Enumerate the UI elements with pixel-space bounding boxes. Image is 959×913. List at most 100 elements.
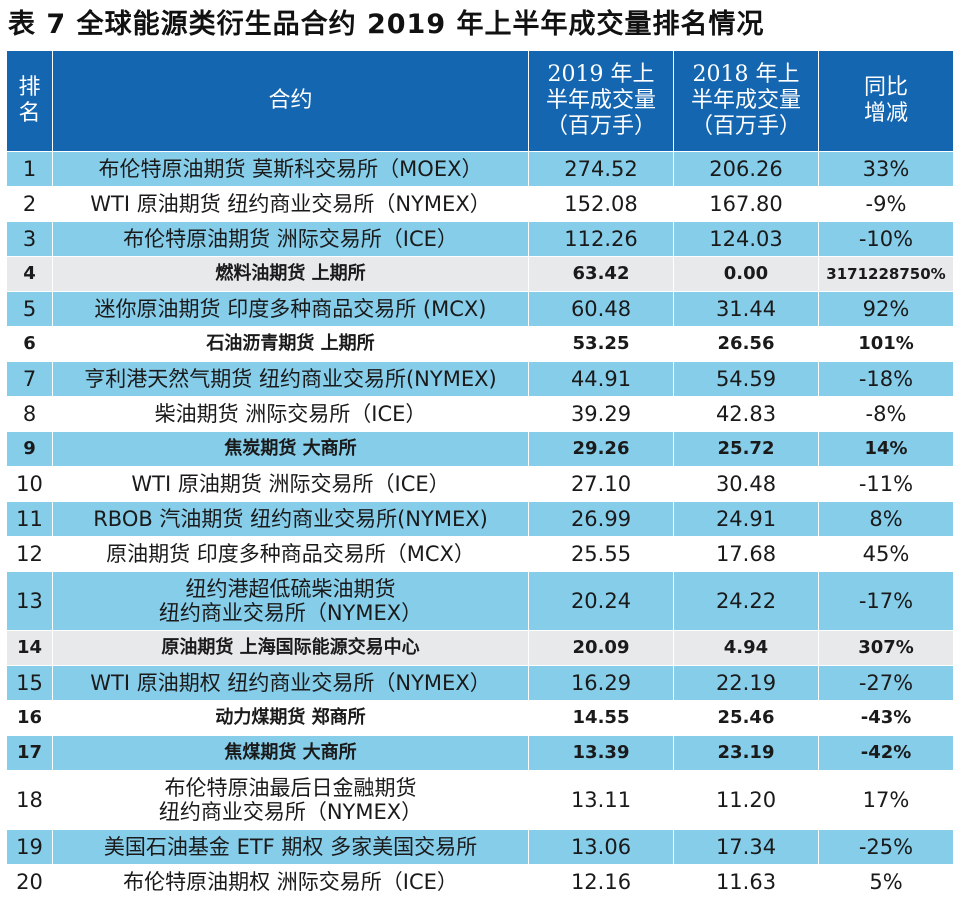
contract-name-line: 动力煤期货 郑商所: [215, 707, 366, 728]
change-cell: 17%: [818, 770, 954, 830]
contract-cell: 亨利港天然气期货 纽约商业交易所(NYMEX): [52, 361, 529, 397]
change-cell: 307%: [818, 630, 954, 666]
volume-2018-cell: 206.26: [673, 151, 819, 187]
rank-cell: 2: [6, 186, 53, 222]
table-row: 17 焦煤期货 大商所 13.39 23.19 -42%: [6, 735, 954, 771]
volume-2019-cell: 152.08: [528, 186, 674, 222]
contract-cell: RBOB 汽油期货 纽约商业交易所(NYMEX): [52, 501, 529, 537]
volume-2018-cell: 24.22: [673, 571, 819, 631]
rank-cell: 19: [6, 829, 53, 865]
header-vol-2018: 2018 年上 半年成交量 （百万手）: [673, 50, 819, 152]
contract-name-line: 布伦特原油期权 洲际交易所（ICE）: [123, 870, 458, 894]
change-cell: -8%: [818, 396, 954, 432]
contract-name-line: 纽约港超低硫柴油期货: [185, 577, 396, 601]
rank-cell: 9: [6, 431, 53, 467]
contract-name-line: 燃料油期货 上期所: [215, 263, 366, 284]
volume-2018-cell: 17.34: [673, 829, 819, 865]
contract-name-line: 布伦特原油期货 洲际交易所（ICE）: [123, 227, 458, 251]
contract-name-line: 美国石油基金 ETF 期权 多家美国交易所: [103, 835, 478, 859]
volume-2018-cell: 23.19: [673, 735, 819, 771]
rank-cell: 17: [6, 735, 53, 771]
header-vol-2019: 2019 年上 半年成交量 （百万手）: [528, 50, 674, 152]
change-cell: 45%: [818, 536, 954, 572]
contract-name-line: 迷你原油期货 印度多种商品交易所 (MCX): [94, 297, 487, 321]
contract-cell: WTI 原油期权 纽约商业交易所（NYMEX）: [52, 665, 529, 701]
table-row: 18 布伦特原油最后日金融期货 纽约商业交易所（NYMEX） 13.11 11.20 17…: [6, 770, 954, 830]
change-cell: 92%: [818, 291, 954, 327]
volume-2018-cell: 54.59: [673, 361, 819, 397]
change-cell: -27%: [818, 665, 954, 701]
contract-name-line: WTI 原油期货 纽约商业交易所（NYMEX）: [90, 192, 491, 216]
volume-2018-cell: 17.68: [673, 536, 819, 572]
rank-cell: 5: [6, 291, 53, 327]
volume-2019-cell: 27.10: [528, 466, 674, 502]
contract-name-line: 原油期货 印度多种商品交易所（MCX）: [106, 542, 475, 566]
table-row: 19 美国石油基金 ETF 期权 多家美国交易所 13.06 17.34 -25%: [6, 829, 954, 865]
contract-name-line: 布伦特原油最后日金融期货: [164, 776, 417, 800]
volume-2018-cell: 124.03: [673, 221, 819, 257]
contract-cell: 布伦特原油最后日金融期货 纽约商业交易所（NYMEX）: [52, 770, 529, 830]
volume-2019-cell: 14.55: [528, 700, 674, 736]
rank-cell: 6: [6, 326, 53, 362]
volume-2019-cell: 20.24: [528, 571, 674, 631]
volume-2019-cell: 13.11: [528, 770, 674, 830]
volume-2019-cell: 39.29: [528, 396, 674, 432]
table-row: 10 WTI 原油期货 洲际交易所（ICE） 27.10 30.48 -11%: [6, 466, 954, 502]
table-row: 16 动力煤期货 郑商所 14.55 25.46 -43%: [6, 700, 954, 736]
contract-cell: 美国石油基金 ETF 期权 多家美国交易所: [52, 829, 529, 865]
change-cell: 101%: [818, 326, 954, 362]
volume-2018-cell: 42.83: [673, 396, 819, 432]
rank-cell: 13: [6, 571, 53, 631]
volume-2018-cell: 22.19: [673, 665, 819, 701]
table-row: 15 WTI 原油期权 纽约商业交易所（NYMEX） 16.29 22.19 -27%: [6, 665, 954, 701]
contract-name-line: 原油期货 上海国际能源交易中心: [161, 637, 420, 658]
change-cell: -9%: [818, 186, 954, 222]
volume-2019-cell: 60.48: [528, 291, 674, 327]
volume-2018-cell: 11.63: [673, 864, 819, 900]
header-change: 同比 增减: [818, 50, 954, 152]
table-row: 13 纽约港超低硫柴油期货 纽约商业交易所（NYMEX） 20.24 24.22 -17%: [6, 571, 954, 631]
contract-cell: 布伦特原油期货 莫斯科交易所（MOEX）: [52, 151, 529, 187]
rank-cell: 8: [6, 396, 53, 432]
volume-2018-cell: 11.20: [673, 770, 819, 830]
table-row: 5 迷你原油期货 印度多种商品交易所 (MCX) 60.48 31.44 92%: [6, 291, 954, 327]
contract-name-line: 焦煤期货 大商所: [224, 742, 357, 763]
table-row: 6 石油沥青期货 上期所 53.25 26.56 101%: [6, 326, 954, 362]
change-cell: 5%: [818, 864, 954, 900]
change-cell: -17%: [818, 571, 954, 631]
volume-2018-cell: 30.48: [673, 466, 819, 502]
table-row: 12 原油期货 印度多种商品交易所（MCX） 25.55 17.68 45%: [6, 536, 954, 572]
table-row: 14 原油期货 上海国际能源交易中心 20.09 4.94 307%: [6, 630, 954, 666]
contract-cell: 焦煤期货 大商所: [52, 735, 529, 771]
rank-cell: 1: [6, 151, 53, 187]
table-title: 表 7 全球能源类衍生品合约 2019 年上半年成交量排名情况: [8, 9, 765, 40]
contract-name-line: 纽约商业交易所（NYMEX）: [158, 601, 423, 625]
contract-cell: 燃料油期货 上期所: [52, 256, 529, 292]
change-cell: -43%: [818, 700, 954, 736]
table-row: 7 亨利港天然气期货 纽约商业交易所(NYMEX) 44.91 54.59 -18%: [6, 361, 954, 397]
contract-cell: 布伦特原油期权 洲际交易所（ICE）: [52, 864, 529, 900]
volume-2019-cell: 16.29: [528, 665, 674, 701]
volume-2019-cell: 13.06: [528, 829, 674, 865]
contract-cell: WTI 原油期货 洲际交易所（ICE）: [52, 466, 529, 502]
volume-2019-cell: 29.26: [528, 431, 674, 467]
rank-cell: 16: [6, 700, 53, 736]
rank-cell: 18: [6, 770, 53, 830]
contract-name-line: 纽约商业交易所（NYMEX）: [158, 800, 423, 824]
rank-cell: 3: [6, 221, 53, 257]
volume-2018-cell: 31.44: [673, 291, 819, 327]
volume-2019-cell: 12.16: [528, 864, 674, 900]
change-cell: -18%: [818, 361, 954, 397]
contract-name-line: RBOB 汽油期货 纽约商业交易所(NYMEX): [93, 507, 488, 531]
contract-name-line: WTI 原油期权 纽约商业交易所（NYMEX）: [90, 671, 491, 695]
change-cell: 33%: [818, 151, 954, 187]
rank-cell: 12: [6, 536, 53, 572]
table-body: 1 布伦特原油期货 莫斯科交易所（MOEX） 274.52 206.26 33% 2 WTI…: [6, 151, 954, 900]
volume-2019-cell: 112.26: [528, 221, 674, 257]
header-rank: 排 名: [6, 50, 53, 152]
change-cell: -10%: [818, 221, 954, 257]
table-row: 3 布伦特原油期货 洲际交易所（ICE） 112.26 124.03 -10%: [6, 221, 954, 257]
contract-name-line: WTI 原油期货 洲际交易所（ICE）: [131, 472, 450, 496]
volume-2019-cell: 274.52: [528, 151, 674, 187]
volume-2018-cell: 25.46: [673, 700, 819, 736]
